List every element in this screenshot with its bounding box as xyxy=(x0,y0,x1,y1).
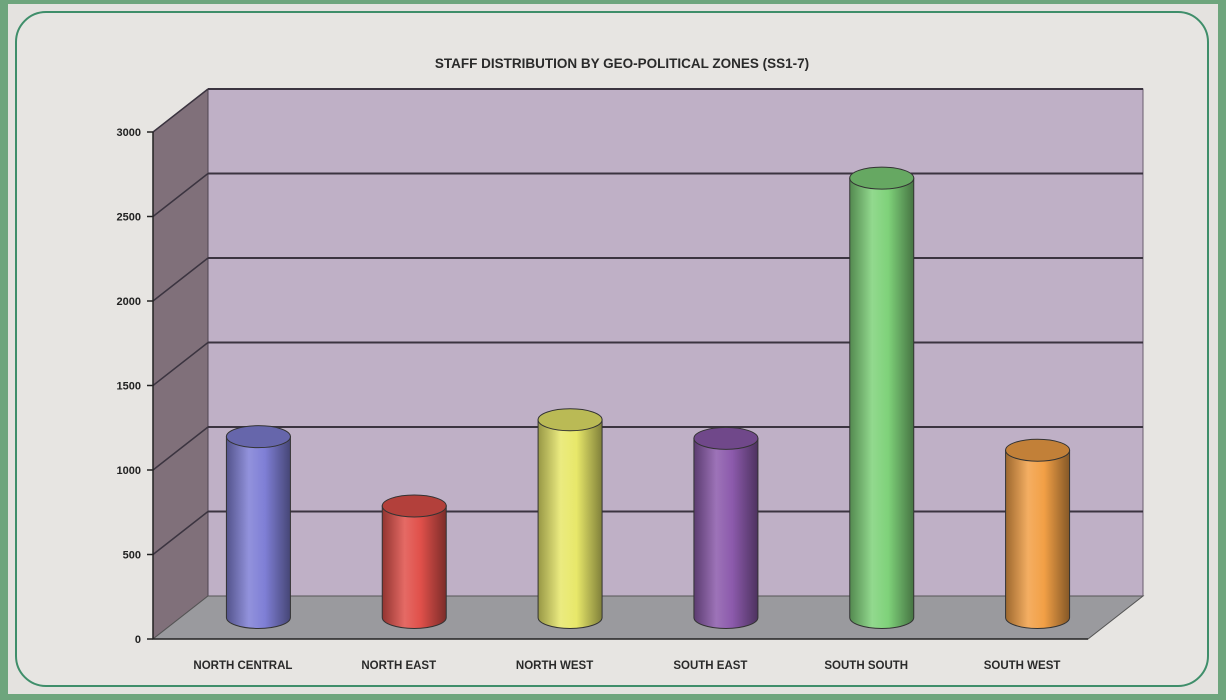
bar-top xyxy=(849,166,915,190)
chart-panel: STAFF DISTRIBUTION BY GEO-POLITICAL ZONE… xyxy=(8,4,1218,694)
gridline-side xyxy=(152,88,209,133)
x-tick-label: NORTH CENTRAL xyxy=(193,660,292,672)
gridline-side xyxy=(152,510,209,556)
bar-cylinder xyxy=(849,177,915,629)
chart-title: STAFF DISTRIBUTION BY GEO-POLITICAL ZONE… xyxy=(435,56,809,71)
bar-cylinder xyxy=(381,505,447,629)
bar-top xyxy=(1005,438,1071,462)
bar-cylinder xyxy=(693,437,759,629)
bar-top xyxy=(693,426,759,450)
x-tick-label: SOUTH EAST xyxy=(673,660,747,672)
gridline-side xyxy=(152,426,209,471)
bar-cylinder xyxy=(225,436,291,629)
gridline-side xyxy=(152,257,209,302)
bar-cylinder xyxy=(1005,449,1071,629)
floor xyxy=(151,595,1145,640)
bar-top xyxy=(225,425,291,449)
bar-top xyxy=(381,494,447,518)
bar-top xyxy=(537,408,603,432)
y-tick-label: 500 xyxy=(123,550,141,562)
chart: STAFF DISTRIBUTION BY GEO-POLITICAL ZONE… xyxy=(15,11,1209,687)
y-tick-label: 2500 xyxy=(117,212,141,224)
gridline-side xyxy=(152,172,209,218)
x-tick-label: SOUTH WEST xyxy=(984,660,1061,672)
x-tick-label: NORTH EAST xyxy=(361,660,436,672)
y-tick-label: 1000 xyxy=(117,465,141,477)
y-tick-label: 1500 xyxy=(117,381,141,393)
x-tick-label: NORTH WEST xyxy=(516,660,593,672)
y-tick-label: 2000 xyxy=(117,296,141,308)
bar-cylinder xyxy=(537,419,603,629)
x-tick-label: SOUTH SOUTH xyxy=(824,660,908,672)
plot-area: 0 500 1000 1500 2000 2500 3000 NORTH CENTRAL NOR… xyxy=(117,87,1145,672)
gridline-side xyxy=(152,341,209,387)
y-tick-label: 3000 xyxy=(117,127,141,139)
y-tick-label: 0 xyxy=(135,634,141,646)
